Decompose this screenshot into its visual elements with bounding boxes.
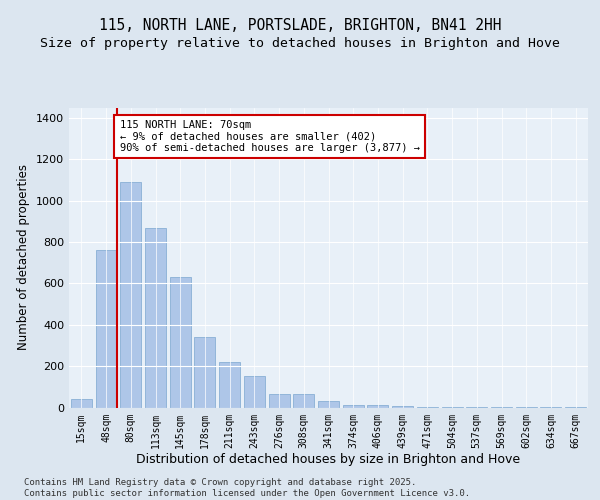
Bar <box>293 394 314 407</box>
Text: 115 NORTH LANE: 70sqm
← 9% of detached houses are smaller (402)
90% of semi-deta: 115 NORTH LANE: 70sqm ← 9% of detached h… <box>119 120 419 153</box>
Bar <box>318 402 339 407</box>
Bar <box>219 362 240 408</box>
Bar <box>71 399 92 407</box>
Bar <box>194 337 215 407</box>
Text: Contains HM Land Registry data © Crown copyright and database right 2025.
Contai: Contains HM Land Registry data © Crown c… <box>24 478 470 498</box>
Text: 115, NORTH LANE, PORTSLADE, BRIGHTON, BN41 2HH: 115, NORTH LANE, PORTSLADE, BRIGHTON, BN… <box>99 18 501 32</box>
Bar <box>170 277 191 407</box>
X-axis label: Distribution of detached houses by size in Brighton and Hove: Distribution of detached houses by size … <box>136 453 521 466</box>
Bar <box>95 250 116 408</box>
Bar <box>367 406 388 407</box>
Text: Size of property relative to detached houses in Brighton and Hove: Size of property relative to detached ho… <box>40 38 560 51</box>
Bar <box>145 228 166 408</box>
Y-axis label: Number of detached properties: Number of detached properties <box>17 164 31 350</box>
Bar <box>343 406 364 407</box>
Bar <box>392 406 413 408</box>
Bar <box>244 376 265 408</box>
Bar <box>269 394 290 407</box>
Bar <box>120 182 141 408</box>
